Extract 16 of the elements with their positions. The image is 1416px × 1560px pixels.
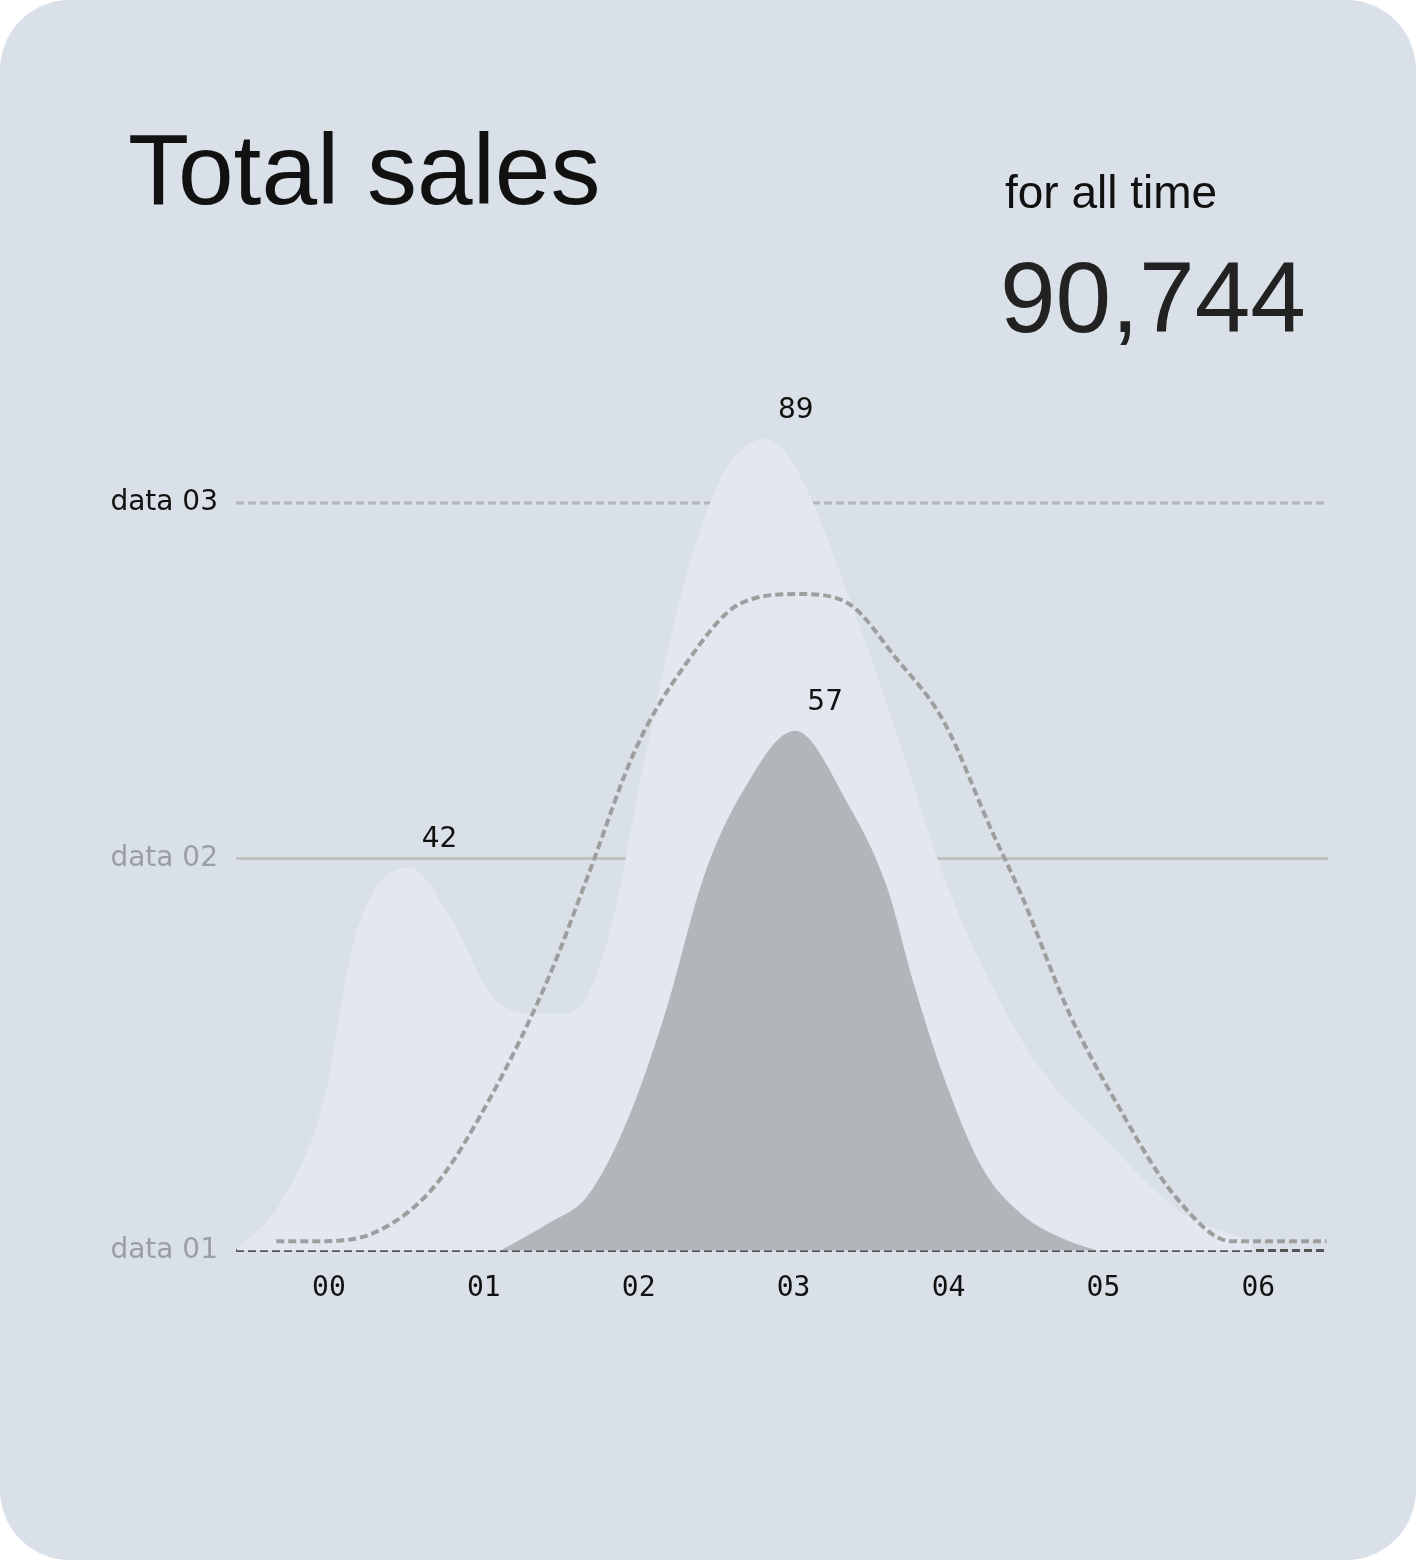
x-tick-label: 01 (466, 1270, 501, 1304)
x-tick-label: 00 (312, 1270, 346, 1304)
ref-line-label: data 01 (110, 1231, 218, 1265)
x-tick-label: 06 (1241, 1270, 1276, 1304)
chart-title: Total sales (128, 112, 601, 227)
data-label: 89 (777, 392, 814, 426)
x-tick-label: 03 (776, 1270, 811, 1304)
data-label: 57 (807, 684, 843, 718)
x-tick-label: 02 (621, 1270, 656, 1304)
chart-subtitle: for all time (1005, 165, 1218, 219)
ref-line-label: data 03 (110, 484, 218, 518)
text: 90,744 (1000, 240, 1306, 355)
x-tick-label: 04 (931, 1270, 966, 1304)
data-label: 42 (421, 820, 458, 854)
x-tick-label: 05 (1086, 1270, 1121, 1304)
ref-line-label: data 02 (110, 839, 218, 873)
